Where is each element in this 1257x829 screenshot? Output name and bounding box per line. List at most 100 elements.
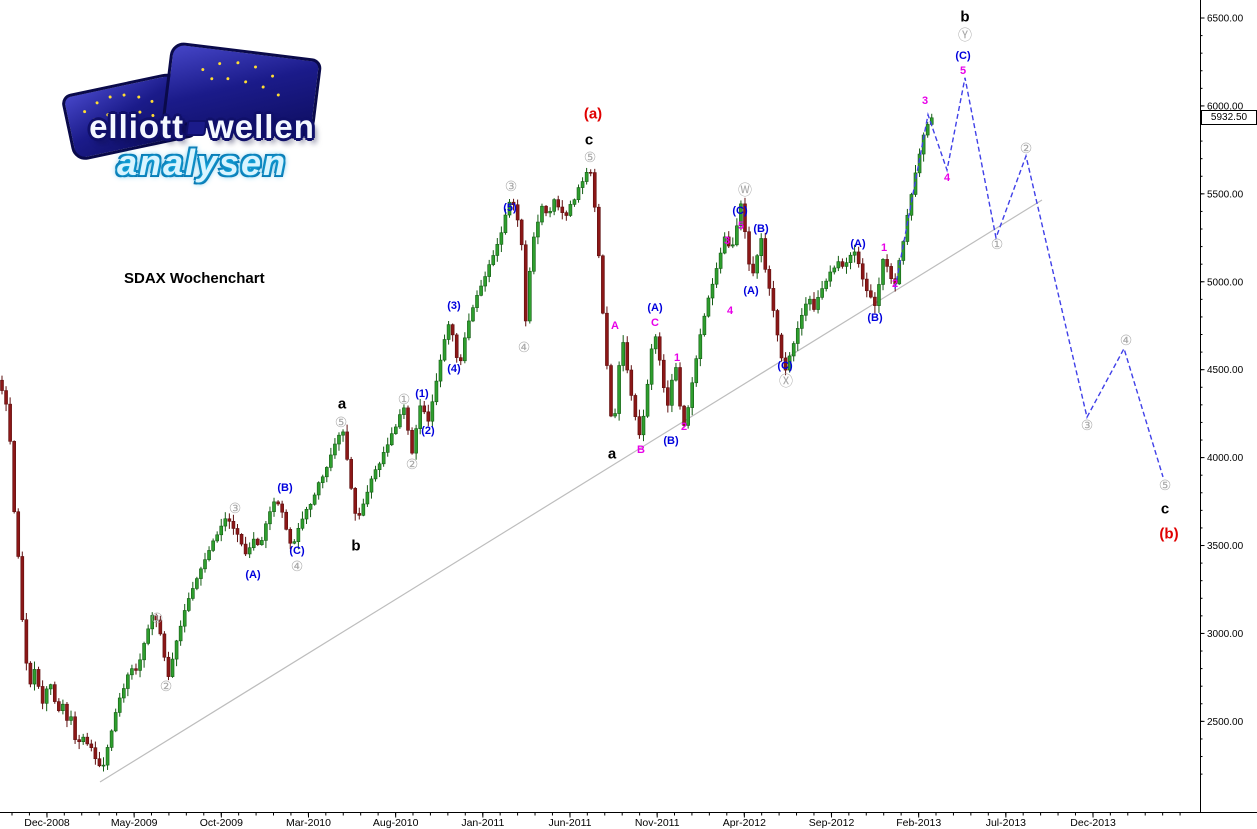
x-axis-label: Sep-2012: [809, 817, 855, 829]
candle-body: [735, 225, 739, 246]
candle-body: [666, 387, 670, 406]
candle-body: [418, 405, 422, 429]
candle-body: [385, 444, 390, 453]
candle-body: [389, 433, 394, 446]
wave-label: (b): [1159, 525, 1178, 542]
wave-label: 4: [727, 305, 734, 317]
wave-label: c: [1161, 500, 1169, 517]
candle-body: [324, 467, 329, 478]
candle-body: [77, 739, 81, 743]
candle-body: [369, 478, 374, 493]
wave-label: (B): [277, 482, 293, 494]
candle-body: [536, 221, 540, 238]
candle-body: [430, 401, 435, 422]
candle-body: [398, 414, 402, 428]
candle-body: [381, 452, 386, 465]
candles: [0, 113, 934, 772]
candle-body: [779, 334, 784, 359]
candle-body: [860, 263, 865, 280]
wave-label: (A): [647, 302, 663, 314]
candle-body: [495, 244, 500, 256]
candle-body: [186, 598, 191, 611]
wave-label: C: [651, 317, 659, 329]
candle-body: [698, 334, 703, 359]
wave-label: (3): [447, 300, 461, 312]
candle-body: [61, 703, 65, 711]
candle-body: [661, 359, 666, 388]
candle-body: [85, 736, 90, 745]
candle-body: [162, 633, 167, 658]
projection-group: [894, 77, 1164, 478]
candle-body: [576, 187, 581, 200]
candle-body: [48, 684, 53, 690]
candle-body: [434, 380, 439, 403]
candle-body: [832, 267, 837, 273]
candle-body: [552, 199, 556, 212]
candle-body: [341, 431, 345, 436]
candle-body: [243, 543, 248, 555]
candle-body: [191, 588, 195, 599]
candle-body: [540, 205, 544, 223]
candle-body: [361, 503, 366, 516]
candle-body: [690, 382, 695, 408]
candle-body: [751, 263, 755, 274]
candle-body: [284, 511, 289, 530]
candle-body: [560, 206, 565, 213]
candle-body: [150, 615, 155, 630]
candle-body: [743, 203, 747, 233]
candle-body: [16, 511, 21, 557]
candle-body: [12, 441, 16, 513]
candle-body: [840, 261, 845, 267]
wave-label: (2): [421, 425, 435, 437]
candle-body: [97, 758, 102, 767]
candle-body: [804, 303, 808, 316]
candle-body: [316, 482, 321, 496]
candle-body: [52, 684, 57, 702]
candle-body: [36, 669, 41, 687]
candle-body: [568, 204, 573, 216]
wave-label: 2: [681, 421, 687, 433]
wave-label: ④: [1120, 332, 1133, 348]
candle-body: [211, 540, 215, 551]
wave-label: ③: [505, 178, 518, 194]
candle-body: [349, 459, 353, 489]
wave-label: (B): [867, 312, 883, 324]
candle-body: [174, 640, 179, 660]
candle-body: [710, 283, 715, 299]
candle-body: [629, 369, 634, 396]
wave-label: ②: [1020, 140, 1033, 156]
x-axis-label: Feb-2013: [896, 817, 941, 829]
candle-body: [787, 355, 792, 371]
wave-label: (A): [245, 569, 261, 581]
candle-body: [414, 428, 418, 454]
candle-body: [182, 610, 187, 627]
candle-body: [231, 520, 236, 529]
candle-body: [641, 415, 646, 436]
candle-body: [828, 271, 833, 282]
candle-body: [199, 568, 203, 579]
candle-body: [117, 697, 122, 713]
wave-label: ②: [406, 456, 419, 472]
candle-body: [808, 298, 812, 305]
candle-body: [674, 367, 678, 381]
candle-body: [605, 312, 609, 366]
candle-body: [239, 534, 244, 545]
candle-body: [442, 339, 447, 361]
candle-body: [458, 357, 463, 362]
wave-label: (C): [289, 545, 305, 557]
x-axis-label: Oct-2009: [200, 817, 243, 829]
candle-body: [775, 310, 780, 336]
candle-body: [592, 172, 597, 208]
candle-body: [864, 278, 869, 292]
candle-body: [170, 658, 175, 677]
candle-body: [763, 238, 768, 270]
wave-label: 3: [922, 95, 928, 107]
wave-label: (4): [447, 363, 461, 375]
candle-body: [499, 232, 504, 245]
wave-label: ①: [398, 391, 411, 407]
price-axis-tag: 5932.50: [1201, 110, 1257, 125]
x-axis-label: Apr-2012: [723, 817, 766, 829]
candle-body: [32, 669, 37, 685]
